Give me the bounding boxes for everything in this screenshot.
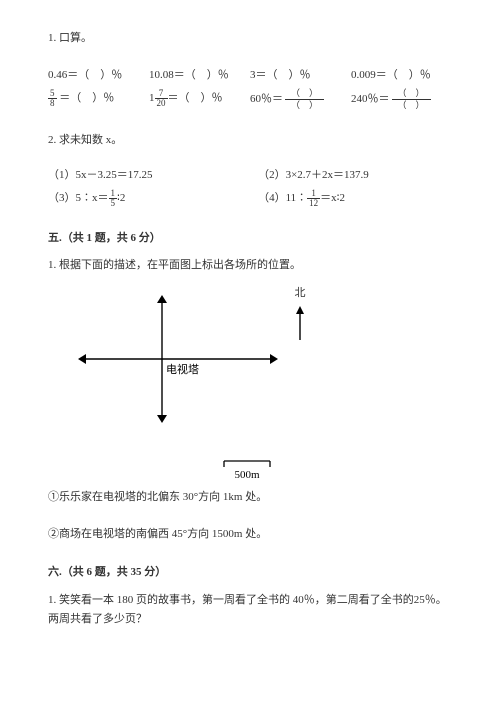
- q2-b: （2）3×2.7＋2x＝137.9: [258, 167, 452, 184]
- s6-q1: 1. 笑笑看一本 180 页的故事书，第一周看了全书的 40％，第二周看了全书的…: [48, 591, 452, 631]
- fraction-icon: 720: [155, 89, 168, 108]
- q1-r2-a: 58 ＝（ ）％: [48, 89, 149, 110]
- q1-row1: 0.46＝（ ）％ 10.08＝（ ）％ 3＝（ ）％ 0.009＝（ ）％: [48, 67, 452, 84]
- north-arrow-icon: [290, 304, 310, 342]
- q1-r2-b: 1720＝（ ）％: [149, 89, 250, 110]
- q1-r1-b: 10.08＝（ ）％: [149, 67, 250, 84]
- s5-heading: 五.（共 1 题，共 6 分）: [48, 230, 452, 247]
- q2-c-post: ∶2: [117, 192, 125, 204]
- section-5: 五.（共 1 题，共 6 分） 1. 根据下面的描述，在平面图上标出各场所的位置…: [48, 230, 452, 542]
- svg-text:电视塔: 电视塔: [166, 362, 199, 376]
- q1: 1. 口算。 0.46＝（ ）％ 10.08＝（ ）％ 3＝（ ）％ 0.009…: [48, 30, 452, 110]
- s5-p1: ①乐乐家在电视塔的北偏东 30°方向 1km 处。: [48, 489, 452, 506]
- q1-r2-c-pre: 60％＝: [250, 93, 283, 105]
- q2-d-post: ＝x∶2: [320, 192, 345, 204]
- q1-r2-d: 240％＝（ ）（ ）: [351, 89, 452, 110]
- q2-a: （1）5x－3.25＝17.25: [48, 167, 258, 184]
- axes-icon: 电视塔: [74, 291, 284, 431]
- paren-fraction-icon: （ ）（ ）: [392, 89, 431, 110]
- q2-row2: （3）5∶x＝15∶2 （4）11∶112＝x∶2: [48, 189, 452, 208]
- paren-fraction-icon: （ ）（ ）: [285, 89, 324, 110]
- q1-r1-a: 0.46＝（ ）％: [48, 67, 149, 84]
- q2-title: 2. 求未知数 x。: [48, 132, 452, 149]
- q1-row2: 58 ＝（ ）％ 1720＝（ ）％ 60％＝（ ）（ ） 240％＝（ ）（ …: [48, 89, 452, 110]
- q2-c: （3）5∶x＝15∶2: [48, 189, 258, 208]
- q1-r2-d-pre: 240％＝: [351, 93, 390, 105]
- north-label: 北: [290, 285, 310, 302]
- s6-heading: 六.（共 6 题，共 35 分）: [48, 564, 452, 581]
- s5-p2: ②商场在电视塔的南偏西 45°方向 1500m 处。: [48, 526, 452, 543]
- fraction-icon: 58: [48, 89, 57, 108]
- q2: 2. 求未知数 x。 （1）5x－3.25＝17.25 （2）3×2.7＋2x＝…: [48, 132, 452, 208]
- section-6: 六.（共 6 题，共 35 分） 1. 笑笑看一本 180 页的故事书，第一周看…: [48, 564, 452, 630]
- q1-title: 1. 口算。: [48, 30, 452, 47]
- q1-r1-d: 0.009＝（ ）％: [351, 67, 452, 84]
- north-indicator: 北: [290, 285, 310, 342]
- q1-r1-c: 3＝（ ）％: [250, 67, 351, 84]
- q2-d: （4）11∶112＝x∶2: [258, 189, 452, 208]
- q2-d-pre: （4）11∶: [258, 192, 307, 204]
- compass-diagram: 电视塔: [74, 291, 284, 431]
- q2-c-pre: （3）5∶x＝: [48, 192, 109, 204]
- fraction-icon: 15: [109, 189, 118, 208]
- fraction-icon: 112: [307, 189, 320, 208]
- q1-r2-b-post: ＝（ ）％: [168, 92, 223, 104]
- s5-question: 1. 根据下面的描述，在平面图上标出各场所的位置。: [48, 257, 452, 274]
- scale-bar-icon: 500m: [218, 457, 278, 479]
- q1-r2-c: 60％＝（ ）（ ）: [250, 89, 351, 110]
- q2-row1: （1）5x－3.25＝17.25 （2）3×2.7＋2x＝137.9: [48, 167, 452, 184]
- q1-r2-a-post: ＝（ ）％: [57, 92, 115, 104]
- svg-text:500m: 500m: [234, 469, 260, 479]
- scale-bar: 500m: [218, 457, 452, 479]
